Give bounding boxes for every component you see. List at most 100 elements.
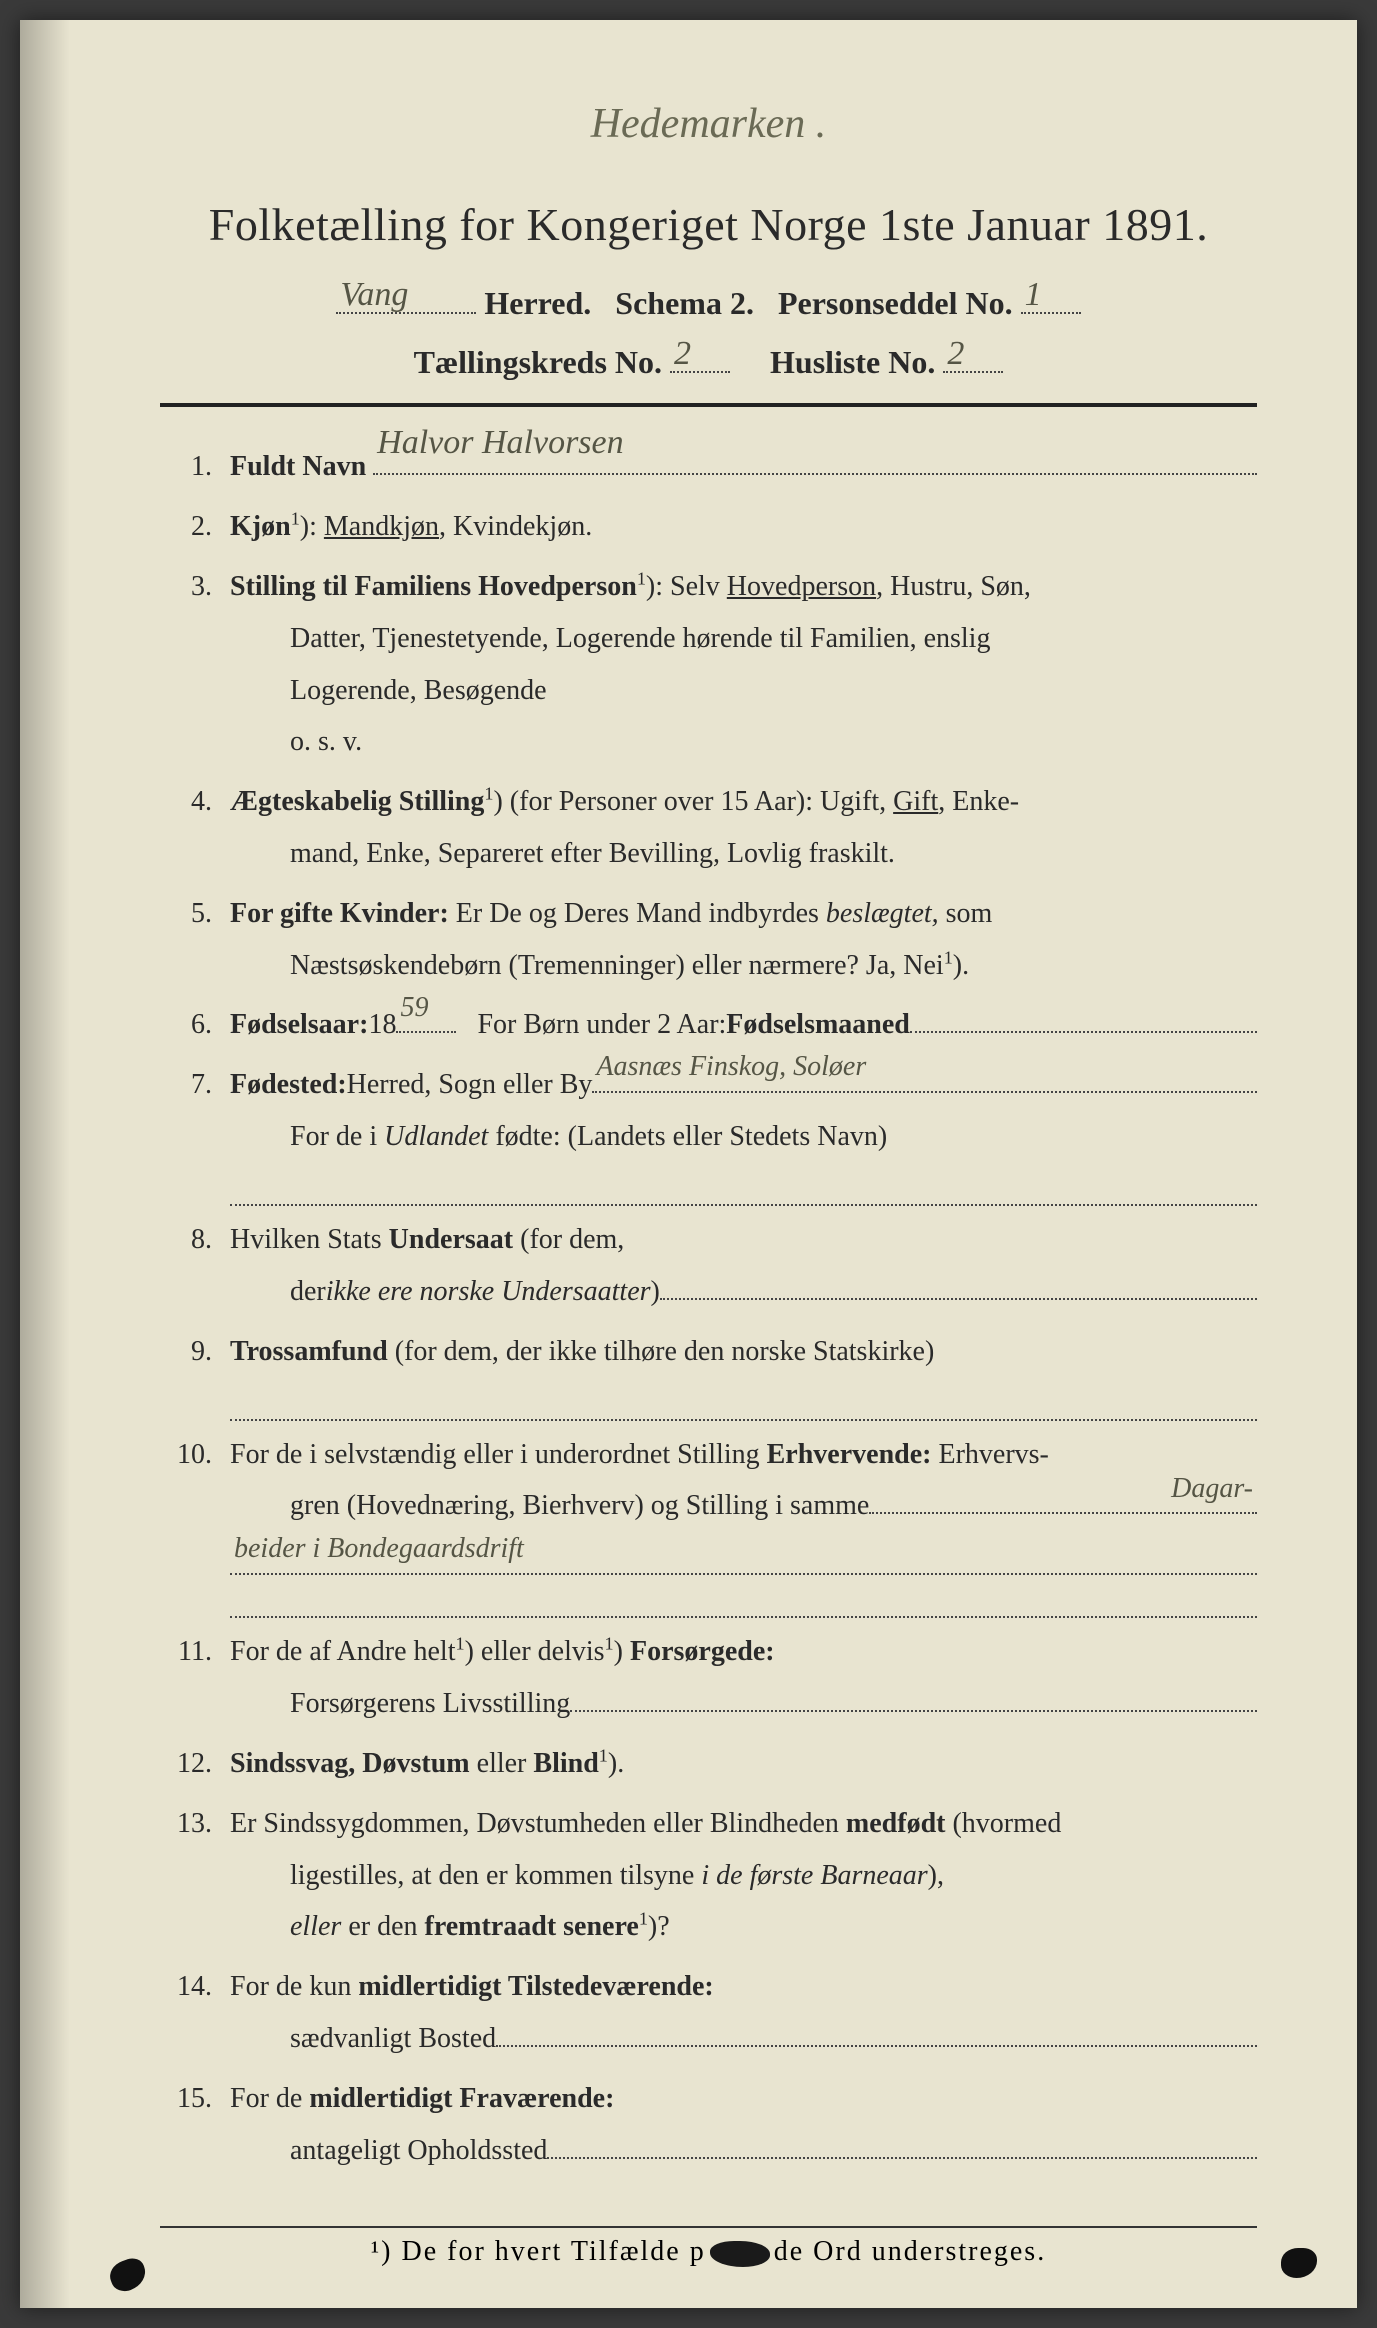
q12-label: Sindssvag, Døvstum: [230, 1748, 470, 1779]
q14-field: [496, 2016, 1257, 2047]
kreds-label: Tællingskreds No.: [414, 344, 662, 380]
q10-field2: beider i Bondegaardsdrift: [230, 1536, 1257, 1575]
footnote-ref: 1: [291, 509, 300, 529]
item-number: 1.: [160, 441, 230, 493]
item-number: 11.: [160, 1626, 230, 1730]
kreds-field: 2: [670, 338, 730, 373]
item-number: 3.: [160, 561, 230, 768]
personseddel-value: 1: [1025, 276, 1042, 314]
q3-underlined: Hovedperson: [727, 571, 876, 602]
q11-line2: Forsørgerens Livsstilling: [290, 1678, 570, 1730]
item-11: 11. For de af Andre helt1) eller delvis1…: [160, 1626, 1257, 1730]
item-number: 10.: [160, 1429, 230, 1619]
q2-underlined: Mandkjøn: [324, 511, 439, 542]
personseddel-field: 1: [1021, 279, 1081, 314]
q10-blank-line: [230, 1579, 1257, 1618]
q6-month-field: [910, 1003, 1257, 1034]
q10-value1: Dagar-: [1171, 1463, 1253, 1515]
q11-field: [570, 1681, 1257, 1712]
form-items: 1. Fuldt Navn Halvor Halvorsen 2. Kjøn1)…: [160, 441, 1257, 2176]
item-number: 7.: [160, 1059, 230, 1206]
item-3: 3. Stilling til Familiens Hovedperson1):…: [160, 561, 1257, 768]
q13-label: medfødt: [846, 1808, 946, 1839]
item-4: 4. Ægteskabelig Stilling1) (for Personer…: [160, 776, 1257, 880]
q14-line2: sædvanligt Bosted: [290, 2013, 496, 2065]
header-line-kreds: Tællingskreds No. 2 Husliste No. 2: [160, 338, 1257, 381]
q6-label: Fødselsaar:: [230, 999, 368, 1051]
footnote: ¹) De for hvert Tilfælde p de Ord underst…: [160, 2226, 1257, 2268]
q14-label: midlertidigt Tilstedeværende:: [358, 1971, 713, 2002]
item-number: 5.: [160, 888, 230, 992]
q3-line3: Logerende, Besøgende: [230, 665, 1257, 717]
husliste-field: 2: [943, 338, 1003, 373]
personseddel-label: Personseddel No.: [778, 285, 1013, 321]
q1-value: Halvor Halvorsen: [377, 412, 623, 475]
q10-field1: Dagar-: [869, 1484, 1257, 1515]
document-page: Hedemarken . Folketælling for Kongeriget…: [20, 20, 1357, 2308]
item-9: 9. Trossamfund (for dem, der ikke tilhør…: [160, 1326, 1257, 1421]
item-number: 13.: [160, 1798, 230, 1953]
item-1: 1. Fuldt Navn Halvor Halvorsen: [160, 441, 1257, 493]
q5-label: For gifte Kvinder:: [230, 898, 449, 929]
herred-field: Vang: [336, 279, 476, 314]
q7-blank-line: [230, 1167, 1257, 1206]
item-7: 7. Fødested: Herred, Sogn eller By Aasnæ…: [160, 1059, 1257, 1206]
item-12: 12. Sindssvag, Døvstum eller Blind1).: [160, 1738, 1257, 1790]
q13-bold: fremtraadt senere: [425, 1911, 639, 1942]
q10-value2: beider i Bondegaardsdrift: [234, 1523, 524, 1575]
q11-label: Forsørgede:: [630, 1636, 775, 1667]
q3-line4: o. s. v.: [230, 716, 1257, 768]
q15-line2: antageligt Opholdssted: [290, 2125, 547, 2177]
q2-label: Kjøn: [230, 511, 291, 542]
q7-label: Fødested:: [230, 1059, 347, 1111]
q12-label2: Blind: [533, 1748, 598, 1779]
q1-label: Fuldt Navn: [230, 441, 366, 493]
footnote-text-b: de Ord understreges.: [774, 2236, 1046, 2267]
item-2: 2. Kjøn1): Mandkjøn, Kvindekjøn.: [160, 501, 1257, 553]
q6-year-value: 59: [400, 982, 428, 1034]
kreds-value: 2: [674, 335, 691, 373]
item-number: 15.: [160, 2073, 230, 2177]
footnote-text-a: De for hvert Tilfælde p: [402, 2236, 706, 2267]
q1-field: Halvor Halvorsen: [373, 445, 1257, 476]
husliste-label: Husliste No.: [770, 344, 935, 380]
item-15: 15. For de midlertidigt Fraværende: anta…: [160, 2073, 1257, 2177]
item-number: 2.: [160, 501, 230, 553]
q9-blank-line: [230, 1381, 1257, 1420]
item-8: 8. Hvilken Stats Undersaat (for dem, der…: [160, 1214, 1257, 1318]
item-number: 8.: [160, 1214, 230, 1318]
item-5: 5. For gifte Kvinder: Er De og Deres Man…: [160, 888, 1257, 992]
q15-field: [547, 2128, 1257, 2159]
item-13: 13. Er Sindssygdommen, Døvstumheden elle…: [160, 1798, 1257, 1953]
ink-blot-corner-right: [1281, 2248, 1317, 2278]
q7-field: Aasnæs Finskog, Soløer: [592, 1062, 1257, 1093]
q9-label: Trossamfund: [230, 1336, 388, 1367]
item-10: 10. For de i selvstændig eller i underor…: [160, 1429, 1257, 1619]
footnote-marker: ¹): [371, 2236, 402, 2267]
q8-field: [660, 1269, 1257, 1300]
form-title: Folketælling for Kongeriget Norge 1ste J…: [160, 198, 1257, 251]
husliste-value: 2: [947, 335, 964, 373]
schema-label: Schema 2.: [615, 285, 754, 321]
header-line-herred: Vang Herred. Schema 2. Personseddel No. …: [160, 279, 1257, 322]
item-number: 4.: [160, 776, 230, 880]
item-number: 6.: [160, 999, 230, 1051]
q4-line2: mand, Enke, Separeret efter Bevilling, L…: [230, 828, 1257, 880]
q5-line2: Næstsøskendebørn (Tremenninger) eller næ…: [290, 950, 944, 981]
q8-label: Undersaat: [389, 1224, 513, 1255]
footnote-ref: 1: [637, 569, 646, 589]
q4-label: Ægteskabelig Stilling: [230, 786, 484, 817]
q6-year-field: 59: [396, 1003, 456, 1034]
item-14: 14. For de kun midlertidigt Tilstedevære…: [160, 1961, 1257, 2065]
q3-label: Stilling til Familiens Hovedperson: [230, 571, 637, 602]
item-number: 9.: [160, 1326, 230, 1421]
herred-label: Herred.: [484, 285, 591, 321]
q3-line2: Datter, Tjenestetyende, Logerende hørend…: [230, 613, 1257, 665]
q10-label: Erhvervende:: [767, 1439, 932, 1470]
form-header: Folketælling for Kongeriget Norge 1ste J…: [160, 198, 1257, 381]
item-number: 14.: [160, 1961, 230, 2065]
q7-value: Aasnæs Finskog, Soløer: [596, 1041, 866, 1093]
handwritten-header-annotation: Hedemarken .: [160, 100, 1257, 148]
header-rule: [160, 403, 1257, 407]
ink-blot: [710, 2241, 770, 2267]
